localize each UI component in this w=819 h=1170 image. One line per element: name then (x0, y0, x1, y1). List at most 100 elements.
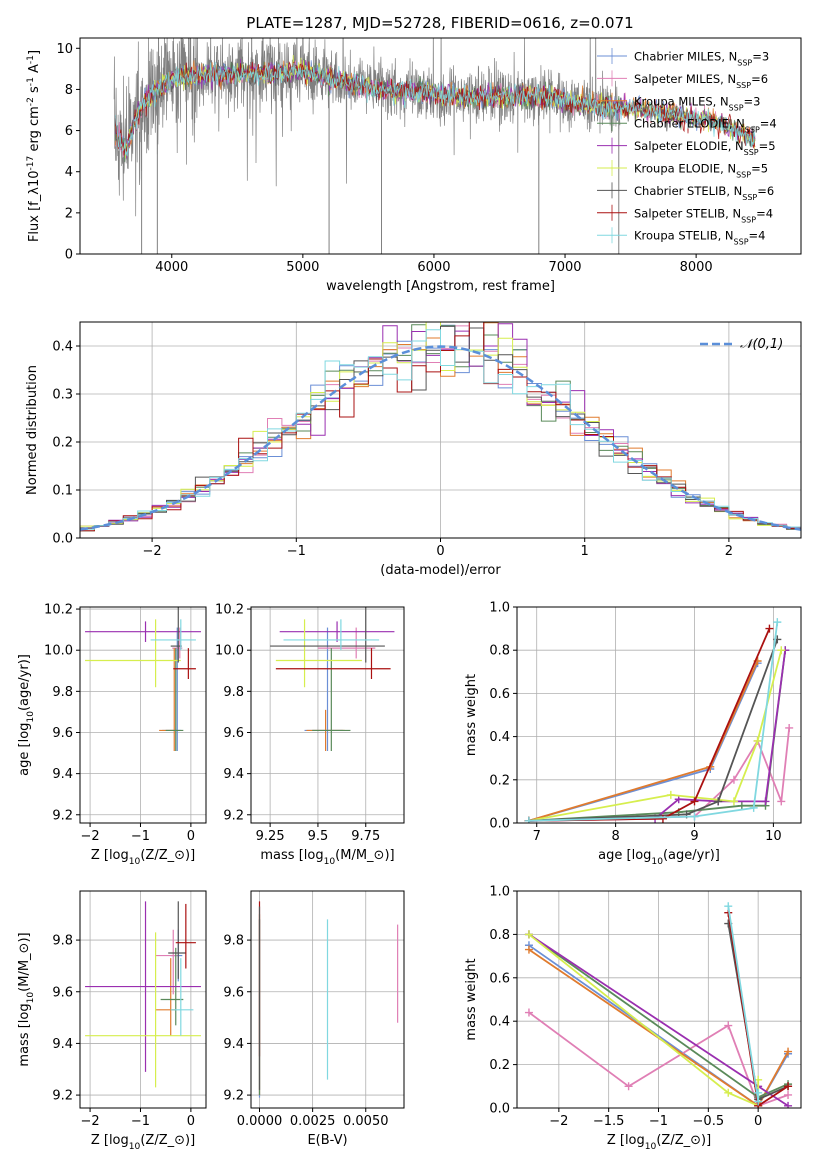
weight-point-marker (724, 1021, 733, 1030)
grid-age-vs-Z (80, 607, 206, 823)
weight-point-marker (785, 723, 794, 732)
x-tick-label: 0 (187, 1114, 195, 1129)
plot-area-weight-vs-age (524, 618, 794, 823)
x-tick-label: −0.5 (693, 1114, 725, 1129)
y-tick-label: 0.0 (52, 532, 73, 547)
legend-entry: Chabrier MILES, NSSP=3 (634, 50, 769, 68)
weight-point-marker (784, 1047, 793, 1056)
weight-line (528, 650, 787, 822)
y-tick-label: 0.2 (489, 773, 510, 788)
weight-point-marker (524, 945, 533, 954)
x-tick-label: −1 (131, 829, 150, 844)
weight-point-marker (524, 1008, 533, 1017)
weight-point-marker (754, 1088, 763, 1097)
legend-entry: Kroupa STELIB, NSSP=4 (634, 229, 765, 247)
spectrum-data-line (113, 38, 621, 217)
x-tick-label: 10 (765, 829, 782, 844)
weight-point-marker (754, 1097, 763, 1106)
model-spectrum-line (115, 61, 756, 157)
weight-line (528, 649, 783, 822)
weight-point-marker (729, 775, 738, 784)
axes-frame (79, 37, 802, 255)
y-tick-label: 1.0 (489, 885, 510, 900)
x-tick-label: −2 (549, 1114, 568, 1129)
weight-point-marker (690, 797, 699, 806)
axes-frame (250, 606, 405, 824)
x-tick-label: 9.75 (351, 829, 380, 844)
weight-line (528, 639, 779, 822)
y-tick-label: 10.0 (44, 644, 73, 659)
weight-point-marker (753, 736, 762, 745)
x-tick-label: −2 (80, 829, 99, 844)
y-tick-label: 9.2 (52, 808, 73, 823)
x-tick-label: 4000 (155, 260, 188, 275)
y-tick-label: 0.2 (52, 436, 73, 451)
panel-mass-vs-Z: −2 −1 0 9.2 9.4 9.6 9.8 Z [log10(Z/Z_⊙)] mass [l… (17, 890, 207, 1152)
weight-point-marker (666, 790, 675, 799)
x-axis-label: Z [log10(Z/Z_⊙)] (91, 1133, 195, 1152)
y-tick-label: 9.2 (223, 808, 244, 823)
weight-line (528, 621, 779, 822)
weight-point-marker (690, 812, 699, 821)
plot-area-weight-vs-Z (524, 902, 793, 1108)
panel-mass-vs-ebv: 0.0000 0.0025 0.0050 9.2 9.4 9.6 9.8 E(B-V) (223, 890, 405, 1148)
x-tick-label: −2 (80, 1114, 99, 1129)
legend-entry: Salpeter MILES, NSSP=6 (634, 72, 768, 90)
panel-weight-vs-age: 7 8 9 10 0.0 0.2 0.4 0.6 0.8 1.0 age [log10(age/yr… (464, 601, 802, 867)
x-tick-label: 6000 (417, 260, 450, 275)
x-tick-label: −1 (287, 544, 306, 559)
y-tick-label: 0.2 (489, 1058, 510, 1073)
y-tick-label: 9.6 (223, 726, 244, 741)
y-tick-label: 9.2 (223, 1089, 244, 1104)
x-tick-label: 5000 (286, 260, 319, 275)
x-tick-label: 8000 (680, 260, 713, 275)
x-tick-label: 2 (725, 544, 733, 559)
weight-line (528, 727, 791, 822)
axes-frame (250, 890, 405, 1109)
y-tick-label: 9.8 (52, 934, 73, 949)
normal-curve (80, 345, 801, 531)
x-tick-label: 0.0000 (237, 1114, 283, 1129)
x-axis-label: Z [log10(Z/Z_⊙)] (607, 1133, 711, 1152)
axes-frame (516, 606, 802, 824)
y-tick-label: 9.8 (223, 685, 244, 700)
legend-spectrum: Chabrier MILES, NSSP=3 Salpeter MILES, NS… (597, 48, 777, 246)
legend-entry: Chabrier STELIB, NSSP=6 (634, 184, 774, 202)
weight-point-marker (658, 814, 667, 823)
x-axis-label: (data-model)/error (380, 563, 501, 578)
panel-spectrum: 4000 5000 6000 7000 8000 0 2 4 6 8 10 wavelength [A… (26, 37, 802, 294)
y-tick-label: 9.2 (52, 1089, 73, 1104)
weight-point-marker (784, 1082, 793, 1091)
y-tick-label: 8 (65, 83, 73, 98)
x-tick-label: 9 (690, 829, 698, 844)
y-tick-label: 10.2 (44, 603, 73, 618)
x-tick-label: 7000 (548, 260, 581, 275)
plot-area-age-vs-mass (270, 607, 395, 751)
y-tick-label: 0.4 (489, 730, 510, 745)
y-tick-label: 0.6 (489, 687, 510, 702)
y-axis-label: mass weight (464, 674, 479, 756)
weight-line (528, 628, 771, 822)
y-tick-label: 0.0 (489, 817, 510, 832)
weight-line (727, 906, 760, 1102)
weight-point-marker (729, 797, 738, 806)
y-axis-label: mass [log10(M/M_⊙)] (17, 932, 36, 1066)
x-tick-label: −1 (131, 1114, 150, 1129)
legend-entry: Salpeter STELIB, NSSP=4 (634, 206, 773, 224)
x-tick-label: 0.0050 (343, 1114, 389, 1129)
weight-point-marker (724, 902, 733, 911)
y-tick-label: 0.8 (489, 928, 510, 943)
weight-point-marker (714, 797, 723, 806)
weight-point-marker (784, 1090, 793, 1099)
y-tick-label: 10 (56, 42, 73, 57)
axes-frame (79, 606, 207, 824)
y-tick-label: 2 (65, 206, 73, 221)
axes-frame (79, 890, 207, 1109)
x-axis-label: mass [log10(M/M_⊙)] (260, 848, 394, 867)
panel-age-vs-mass: 9.25 9.5 9.75 9.2 9.4 9.6 9.8 10.0 10.2 mass [log… (215, 603, 405, 867)
x-axis-label: wavelength [Angstrom, rest frame] (326, 279, 555, 294)
x-tick-label: 1 (581, 544, 589, 559)
x-axis-label: Z [log10(Z/Z_⊙)] (91, 848, 195, 867)
y-tick-label: 1.0 (489, 601, 510, 616)
weight-point-marker (777, 797, 786, 806)
